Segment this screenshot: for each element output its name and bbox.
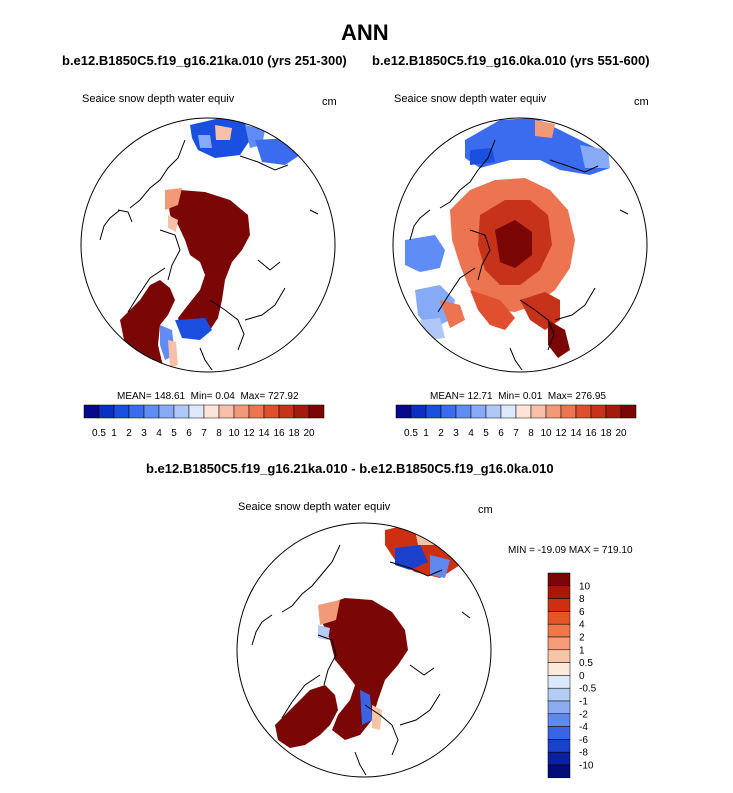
left-colorbar-tick-label: 4	[156, 428, 162, 439]
left-colorbar-tick-label: 0.5	[92, 428, 106, 439]
difference-colorbar-swatch	[547, 739, 571, 753]
right-colorbar: 0.5 1 2 3 4 5 6 7 8 10 12 14 16 18 20	[395, 404, 637, 439]
difference-colorbar-swatch	[547, 675, 571, 689]
right-colorbar-tick-label: 8	[528, 428, 534, 439]
difference-colorbar-tick-label: -1	[579, 697, 588, 708]
difference-minmax: MIN = -19.09 MAX = 719.10	[508, 545, 633, 556]
left-colorbar-tick-label: 18	[288, 428, 300, 439]
difference-colorbar-swatch	[547, 751, 571, 766]
left-max-value: 727.92	[267, 391, 299, 402]
left-colorbar-tick-label: 6	[186, 428, 192, 439]
left-max-label: Max=	[240, 391, 266, 402]
left-colorbar-tick-label: 20	[303, 428, 315, 439]
difference-colorbar-swatch	[547, 636, 571, 651]
left-panel-stats: MEAN= 148.61 Min= 0.04 Max= 727.92	[117, 391, 299, 402]
difference-region-atlantic	[275, 685, 338, 748]
difference-colorbar-swatch	[547, 662, 571, 676]
right-colorbar-tick-label: 6	[498, 428, 504, 439]
difference-title: b.e12.B1850C5.f19_g16.21ka.010 - b.e12.B…	[146, 461, 554, 476]
left-mean-label: MEAN=	[117, 391, 152, 402]
difference-colorbar-tick-label: 6	[579, 607, 585, 618]
right-colorbar-tick-label: 1	[423, 428, 429, 439]
left-colorbar-tick-label: 10	[228, 428, 240, 439]
difference-colorbar-tick-label: 4	[579, 620, 585, 631]
difference-colorbar-swatch	[547, 585, 571, 599]
difference-colorbar-swatch	[547, 726, 571, 740]
difference-colorbar-tick-label: -6	[579, 735, 588, 746]
difference-colorbar-swatch	[547, 611, 571, 625]
difference-colorbar: 10 8 6 4 21 0.5 0 -0.5 -1-2 -4 -6 -8 -10	[547, 572, 597, 779]
right-panel-variable: Seaice snow depth water equiv	[394, 93, 547, 105]
difference-colorbar-tick-label: 0	[579, 671, 585, 682]
page-title: ANN	[341, 20, 389, 45]
right-mean-value: 12.71	[467, 391, 493, 402]
difference-colorbar-tick-label: -8	[579, 748, 588, 759]
right-panel-stats: MEAN= 12.71 Min= 0.01 Max= 276.95	[430, 391, 606, 402]
left-colorbar-tick-label: 1	[111, 428, 117, 439]
difference-colorbar-tick-label: 1	[579, 645, 585, 656]
difference-colorbar-tick-label: 10	[579, 581, 591, 592]
left-mean-value: 148.61	[154, 391, 186, 402]
right-colorbar-tick-label: 16	[585, 428, 597, 439]
left-snow-region-arctic	[168, 190, 250, 338]
left-panel-units: cm	[322, 96, 337, 108]
right-mean-label: MEAN=	[430, 391, 465, 402]
right-colorbar-tick-label: 14	[570, 428, 582, 439]
difference-colorbar-swatch	[547, 700, 571, 715]
right-colorbar-tick-label: 5	[483, 428, 489, 439]
difference-colorbar-swatch	[547, 598, 571, 612]
right-panel-case-title: b.e12.B1850C5.f19_g16.0ka.010 (yrs 551-6…	[372, 53, 650, 68]
left-colorbar: 0.5 1 2 3 4 5 6 7 8 10 12 14 16 18 20	[83, 404, 325, 439]
difference-units: cm	[478, 504, 493, 516]
left-min-label: Min=	[190, 391, 213, 402]
left-colorbar-swatch	[308, 404, 325, 419]
difference-colorbar-swatch	[547, 649, 571, 663]
right-colorbar-tick-label: 10	[540, 428, 552, 439]
right-colorbar-tick-label: 12	[555, 428, 567, 439]
left-colorbar-tick-label: 12	[243, 428, 255, 439]
difference-colorbar-tick-label: 8	[579, 594, 585, 605]
right-min-value: 0.01	[522, 391, 543, 402]
difference-colorbar-swatch	[547, 713, 571, 727]
difference-colorbar-tick-label: -4	[579, 722, 588, 733]
right-snow-region-pacific	[465, 118, 610, 175]
right-max-label: Max=	[547, 391, 573, 402]
difference-region-arctic	[322, 598, 408, 740]
difference-colorbar-tick-label: 2	[579, 633, 585, 644]
left-colorbar-tick-label: 16	[273, 428, 285, 439]
right-colorbar-tick-label: 3	[453, 428, 459, 439]
difference-colorbar-swatch	[547, 764, 571, 779]
difference-variable: Seaice snow depth water equiv	[238, 501, 391, 513]
left-panel-case-title: b.e12.B1850C5.f19_g16.21ka.010 (yrs 251-…	[62, 53, 347, 68]
left-panel-variable: Seaice snow depth water equiv	[82, 93, 235, 105]
difference-colorbar-swatch	[547, 687, 571, 702]
difference-colorbar-tick-label: -2	[579, 709, 588, 720]
right-colorbar-tick-label: 2	[438, 428, 444, 439]
right-colorbar-tick-label: 0.5	[404, 428, 418, 439]
left-colorbar-tick-label: 8	[216, 428, 222, 439]
right-min-label: Min=	[498, 391, 521, 402]
left-colorbar-tick-label: 3	[141, 428, 147, 439]
left-min-value: 0.04	[215, 391, 235, 402]
difference-colorbar-tick-label: -0.5	[579, 684, 597, 695]
difference-colorbar-tick-label: 0.5	[579, 658, 593, 669]
right-colorbar-tick-label: 4	[468, 428, 474, 439]
left-colorbar-tick-label: 5	[171, 428, 177, 439]
left-colorbar-tick-label: 2	[126, 428, 132, 439]
left-colorbar-tick-label: 14	[258, 428, 270, 439]
difference-colorbar-swatch	[547, 623, 571, 638]
left-colorbar-tick-label: 7	[201, 428, 207, 439]
right-snow-region-atlantic	[405, 235, 445, 272]
difference-colorbar-tick-label: -10	[579, 761, 594, 772]
right-colorbar-tick-label: 7	[513, 428, 519, 439]
difference-colorbar-swatch	[547, 572, 571, 587]
right-colorbar-tick-label: 18	[600, 428, 612, 439]
right-panel-units: cm	[634, 96, 649, 108]
right-max-value: 276.95	[575, 391, 606, 402]
right-colorbar-swatch	[620, 404, 637, 419]
right-colorbar-tick-label: 20	[615, 428, 627, 439]
